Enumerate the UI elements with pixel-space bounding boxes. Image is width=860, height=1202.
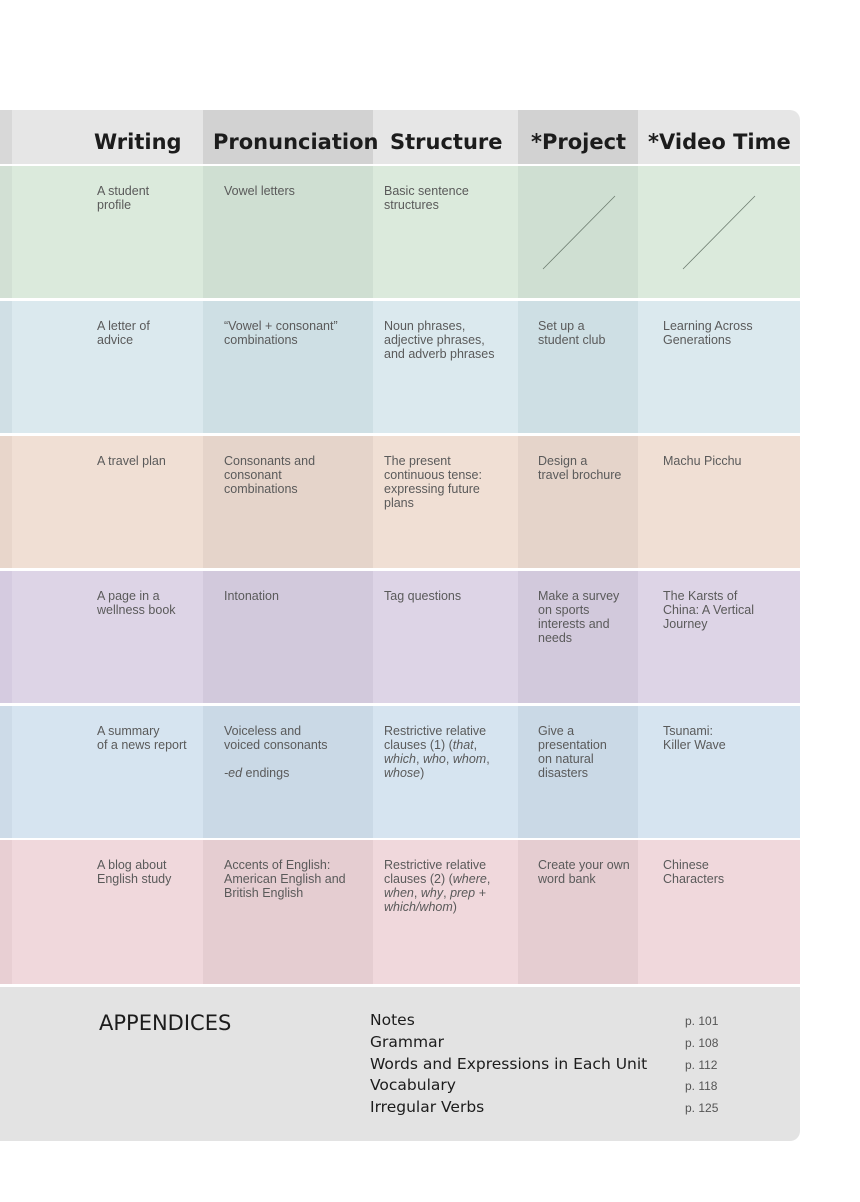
row-edge <box>0 436 12 568</box>
shaded-column <box>203 301 373 433</box>
cell-writing: A letter of advice <box>97 319 150 347</box>
cell-pronunciation: Vowel letters <box>224 184 295 198</box>
shaded-column <box>518 436 638 568</box>
cell-project: Give a presentation on natural disasters <box>538 724 607 780</box>
appendices-panel: APPENDICES Notes p. 101 Grammar p. 108 Words… <box>0 987 800 1141</box>
cell-video-time: Tsunami: Killer Wave <box>663 724 726 752</box>
header-project: *Project <box>518 110 638 164</box>
row-edge <box>0 166 12 298</box>
table-row: A blog about English study Accents of Eng… <box>0 840 800 984</box>
shaded-column <box>203 436 373 568</box>
cell-pronunciation: Accents of English: American English and… <box>224 858 346 900</box>
appendix-item-page: p. 112 <box>685 1058 718 1072</box>
cell-writing: A page in a wellness book <box>97 589 176 617</box>
cell-project: Make a survey on sports interests and ne… <box>538 589 620 645</box>
row-edge <box>0 571 12 703</box>
header-video-time: *Video Time <box>648 130 791 154</box>
appendix-item-page: p. 108 <box>685 1036 719 1050</box>
row-edge <box>0 706 12 838</box>
shaded-column <box>518 840 638 984</box>
header-writing: Writing <box>94 130 182 154</box>
shaded-column <box>203 571 373 703</box>
appendix-item-label: Notes <box>370 1011 415 1029</box>
appendix-item-page: p. 118 <box>685 1079 718 1093</box>
cell-structure: Restrictive relative clauses (1) (that, … <box>384 724 490 780</box>
table-row: A page in a wellness book Intonation Tag q… <box>0 571 800 703</box>
header-edge <box>0 110 12 164</box>
header-structure: Structure <box>390 130 503 154</box>
cell-writing: A summary of a news report <box>97 724 187 752</box>
cell-structure: Basic sentence structures <box>384 184 469 212</box>
shaded-column <box>518 166 638 298</box>
appendices-title: APPENDICES <box>99 1011 232 1035</box>
header-pronunciation: Pronunciation <box>203 110 378 164</box>
shaded-column <box>203 166 373 298</box>
cell-writing: A travel plan <box>97 454 166 468</box>
shaded-column <box>518 706 638 838</box>
shaded-column <box>518 301 638 433</box>
cell-structure: Tag questions <box>384 589 462 603</box>
shaded-column <box>203 840 373 984</box>
cell-video-time: Chinese Characters <box>663 858 725 886</box>
cell-video-time: Machu Picchu <box>663 454 742 468</box>
table-row: A travel plan Consonants and consonant co… <box>0 436 800 568</box>
cell-structure: The present continuous tense: expressing… <box>384 454 482 510</box>
cell-project: Design a travel brochure <box>538 454 622 482</box>
slash-line <box>542 195 616 270</box>
appendix-item-label: Irregular Verbs <box>370 1098 485 1116</box>
cell-pronunciation: Consonants and consonant combinations <box>224 454 316 496</box>
appendix-item-page: p. 125 <box>685 1101 719 1115</box>
cell-pronunciation: “Vowel + consonant” combinations <box>224 319 338 347</box>
cell-pronunciation: Voiceless and voiced consonants -ed endin… <box>224 724 328 780</box>
table-row: A student profile Vowel letters Basic sent… <box>0 166 800 298</box>
row-edge <box>0 301 12 433</box>
cell-project: Create your own word bank <box>538 858 630 886</box>
cell-structure: Restrictive relative clauses (2) (where,… <box>384 858 491 914</box>
cell-writing: A blog about English study <box>97 858 172 886</box>
cell-pronunciation: Intonation <box>224 589 279 603</box>
appendix-item-label: Vocabulary <box>370 1076 456 1094</box>
appendix-item-label: Grammar <box>370 1033 444 1051</box>
shaded-column <box>518 571 638 703</box>
appendix-item-label: Words and Expressions in Each Unit <box>370 1055 648 1073</box>
cell-video-time: Learning Across Generations <box>663 319 753 347</box>
table-row: A letter of advice “Vowel + consonant” co… <box>0 301 800 433</box>
cell-video-time: The Karsts of China: A Vertical Journey <box>663 589 755 631</box>
cell-structure: Noun phrases, adjective phrases, and adv… <box>384 319 495 361</box>
shaded-column <box>203 706 373 838</box>
empty-cell-slash <box>542 195 756 270</box>
appendix-item-page: p. 101 <box>685 1014 719 1028</box>
table-header: Writing Pronunciation Structure *Project… <box>0 110 800 164</box>
cell-project: Set up a student club <box>538 319 606 347</box>
slash-line <box>682 195 756 270</box>
cell-writing: A student profile <box>97 184 150 212</box>
row-edge <box>0 840 12 984</box>
table-row: A summary of a news report Voiceless and … <box>0 706 800 838</box>
